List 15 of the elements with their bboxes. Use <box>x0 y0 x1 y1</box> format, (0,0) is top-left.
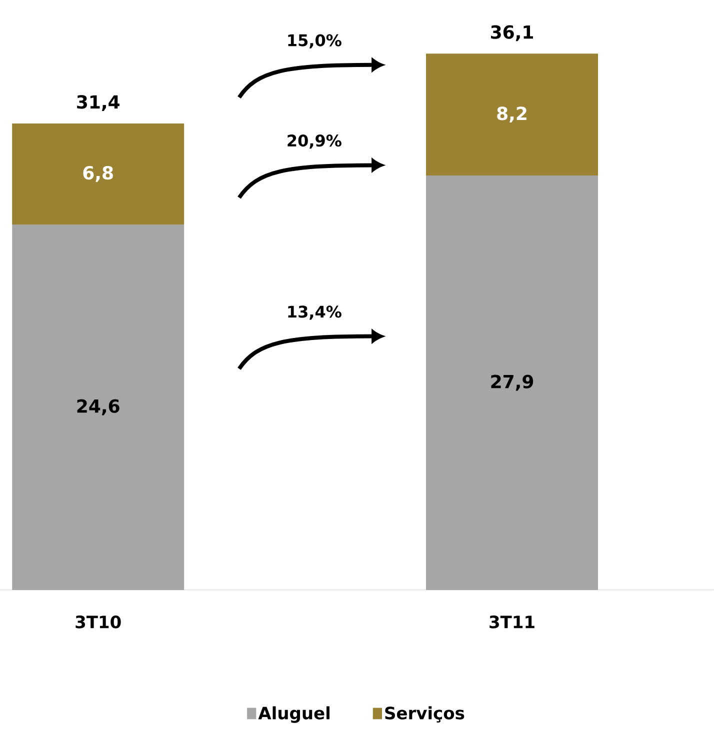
legend-label: Serviços <box>385 706 464 723</box>
annotation: 20,9% <box>288 134 342 149</box>
bar <box>426 54 598 176</box>
total-label: 31,4 <box>77 95 120 112</box>
data-label: 24,6 <box>77 399 120 416</box>
data-label: 8,2 <box>497 106 526 123</box>
data-label: 6,8 <box>83 166 113 182</box>
bar <box>12 123 184 224</box>
legend-label: Aluguel <box>258 706 330 723</box>
total-label: 36,1 <box>491 25 533 42</box>
annotation: 13,4% <box>288 306 342 320</box>
x-tick-label: 3T11 <box>490 616 534 628</box>
text: 15,0% <box>288 34 342 48</box>
x-tick-label: 3T10 <box>76 616 121 628</box>
data-label: 27,9 <box>491 374 534 391</box>
